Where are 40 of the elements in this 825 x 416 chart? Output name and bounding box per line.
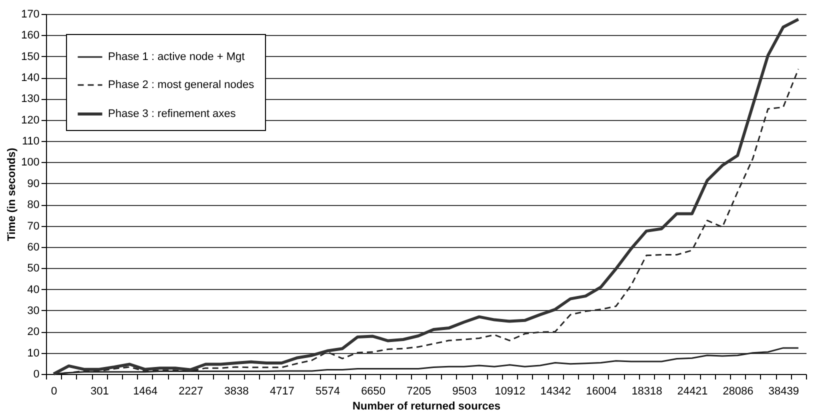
x-tick-label: 4717 <box>270 386 294 398</box>
x-tick-label: 5574 <box>315 386 340 398</box>
y-tick-label: 50 <box>27 262 40 275</box>
x-tick-label: 10912 <box>494 386 526 398</box>
x-tick-label: 18318 <box>632 386 662 398</box>
y-tick-label: 100 <box>21 156 40 169</box>
legend-label: Phase 3 : refinement axes <box>108 108 236 120</box>
y-tick-label: 80 <box>27 199 40 212</box>
y-tick-label: 120 <box>21 114 40 126</box>
x-tick-label: 1464 <box>133 386 158 398</box>
y-tick-label: 60 <box>27 241 40 254</box>
y-tick-label: 130 <box>21 93 40 106</box>
x-tick-label: 7205 <box>406 386 432 398</box>
x-tick-label: 9503 <box>452 386 477 398</box>
legend-label: Phase 1 : active node + Mgt <box>108 51 245 63</box>
x-tick-label: 28086 <box>722 386 754 398</box>
legend-label: Phase 2 : most general nodes <box>108 79 255 91</box>
y-tick-label: 160 <box>21 30 40 42</box>
x-tick-label: 38439 <box>768 386 799 398</box>
y-axis-title: Time (in seconds) <box>6 148 18 242</box>
y-tick-label: 170 <box>21 8 40 20</box>
x-tick-label: 16004 <box>586 386 617 398</box>
x-tick-label: 14342 <box>540 386 571 398</box>
y-tick-label: 70 <box>27 220 40 232</box>
x-tick-label: 24421 <box>677 386 708 398</box>
y-tick-label: 150 <box>21 50 40 63</box>
y-tick-label: 10 <box>27 347 40 360</box>
y-tick-label: 40 <box>27 284 40 296</box>
x-tick-label: 6650 <box>361 386 386 398</box>
x-tick-label: 3838 <box>224 386 249 398</box>
y-tick-label: 140 <box>21 72 40 84</box>
x-axis-title: Number of returned sources <box>352 400 500 412</box>
x-tick-label: 0 <box>51 386 58 398</box>
y-tick-label: 0 <box>33 368 40 380</box>
y-tick-label: 30 <box>27 304 40 317</box>
y-tick-label: 110 <box>22 136 40 148</box>
y-tick-label: 20 <box>27 326 40 338</box>
x-tick-label: 301 <box>90 386 109 398</box>
y-tick-label: 90 <box>27 178 40 190</box>
x-tick-label: 2227 <box>178 386 204 398</box>
